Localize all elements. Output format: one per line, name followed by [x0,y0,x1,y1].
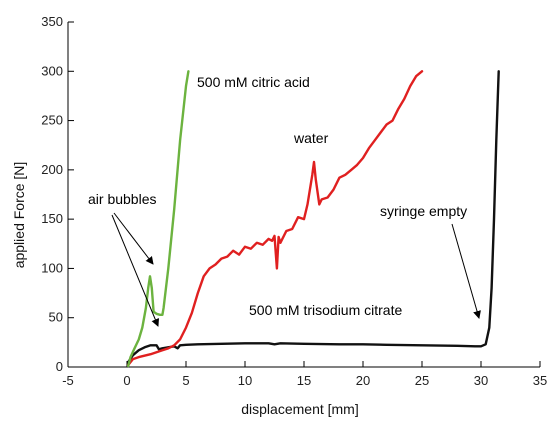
x-tick-label: 20 [356,373,370,388]
x-tick-label: 30 [474,373,488,388]
annotation-syringe-empty: syringe empty [380,203,467,219]
x-tick-label: -5 [62,373,74,388]
series-layer [126,70,500,368]
syringe-empty-arrow [451,223,481,319]
y-tick-label: 100 [41,260,63,275]
x-tick-label: 15 [297,373,311,388]
series-line-water [126,70,424,367]
y-tick-label: 150 [41,211,63,226]
annotation-layer: 500 mM citric acid water air bubbles syr… [88,74,467,318]
y-tick-label: 300 [41,63,63,78]
y-tick-label: 50 [49,310,63,325]
air-bubbles-arrow-2 [111,214,160,327]
annotation-trisodium-citrate: 500 mM trisodium citrate [249,302,402,318]
air-bubbles-arrow-1 [113,212,154,265]
annotation-air-bubbles: air bubbles [88,191,157,207]
y-axis-title: applied Force [N] [11,162,27,269]
y-tick-label: 200 [41,162,63,177]
series-line-500-mm-citric-acid [126,70,190,368]
annotation-citric-acid: 500 mM citric acid [197,74,310,90]
x-tick-label: 5 [182,373,189,388]
x-axis-title: displacement [mm] [241,401,358,417]
x-tick-label: 0 [123,373,130,388]
x-tick-label: 10 [238,373,252,388]
annotation-water: water [293,130,329,146]
y-tick-label: 250 [41,113,63,128]
y-tick-label: 0 [56,359,63,374]
series-line-500-mm-trisodium-citrate [126,70,500,364]
y-tick-label: 350 [41,14,63,29]
annotation-arrows [111,212,481,327]
x-tick-label: 25 [415,373,429,388]
x-tick-label: 35 [533,373,547,388]
